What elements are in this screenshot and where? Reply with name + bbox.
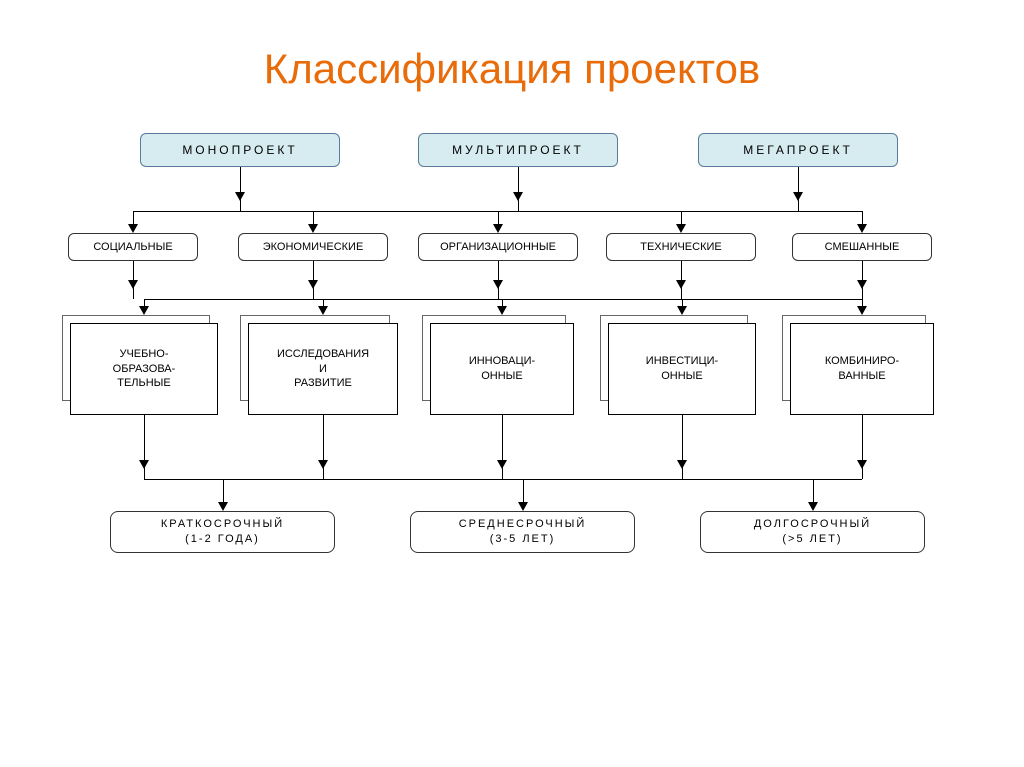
mid-node-0: СОЦИАЛЬНЫЕ: [68, 233, 198, 261]
top-node-1: МУЛЬТИПРОЕКТ: [418, 133, 618, 167]
top-node-0: МОНОПРОЕКТ: [140, 133, 340, 167]
detail-node-1: ИССЛЕДОВАНИЯ И РАЗВИТИЕ: [248, 323, 398, 415]
detail-node-3: ИНВЕСТИЦИ- ОННЫЕ: [608, 323, 756, 415]
mid-node-3: ТЕХНИЧЕСКИЕ: [606, 233, 756, 261]
bottom-node-0: КРАТКОСРОЧНЫЙ (1-2 ГОДА): [110, 511, 335, 553]
detail-node-0: УЧЕБНО- ОБРАЗОВА- ТЕЛЬНЫЕ: [70, 323, 218, 415]
page-title: Классификация проектов: [0, 0, 1024, 93]
detail-node-2: ИННОВАЦИ- ОННЫЕ: [430, 323, 574, 415]
mid-node-4: СМЕШАННЫЕ: [792, 233, 932, 261]
bottom-node-2: ДОЛГОСРОЧНЫЙ (>5 ЛЕТ): [700, 511, 925, 553]
mid-node-2: ОРГАНИЗАЦИОННЫЕ: [418, 233, 578, 261]
detail-node-4: КОМБИНИРО- ВАННЫЕ: [790, 323, 934, 415]
top-node-2: МЕГАПРОЕКТ: [698, 133, 898, 167]
mid-node-1: ЭКОНОМИЧЕСКИЕ: [238, 233, 388, 261]
classification-diagram: МОНОПРОЕКТ МУЛЬТИПРОЕКТ МЕГАПРОЕКТ СОЦИАЛЬН…: [0, 113, 1024, 733]
bottom-node-1: СРЕДНЕСРОЧНЫЙ (3-5 ЛЕТ): [410, 511, 635, 553]
